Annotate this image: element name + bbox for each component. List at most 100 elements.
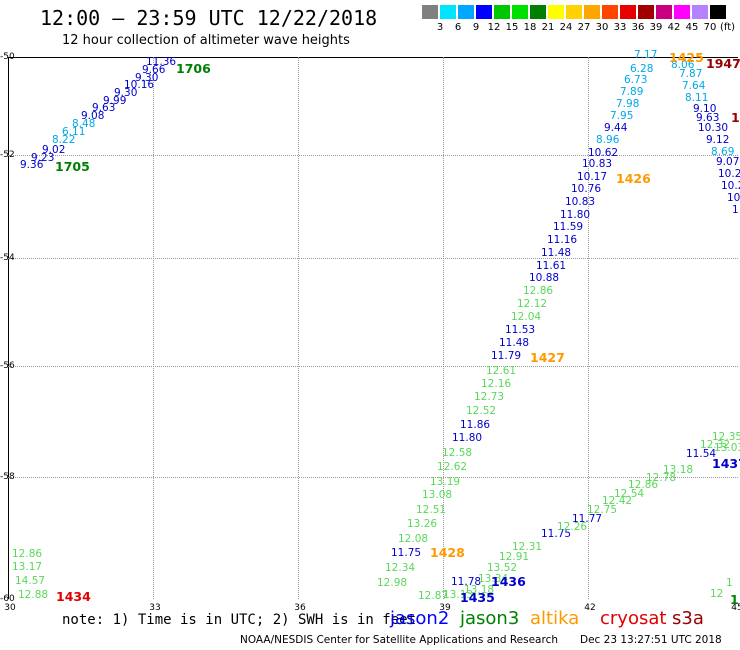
legend-tick-label: 9: [472, 22, 480, 33]
longitude-tick-label: 33: [149, 603, 161, 613]
observation-value: 12.98: [377, 577, 408, 589]
observation-value: 11.54: [686, 448, 717, 460]
observation-value: 8.06: [671, 59, 695, 71]
legend-swatch: [620, 5, 636, 19]
observation-value: 11.75: [391, 547, 422, 559]
observation-value: 1: [726, 577, 733, 589]
observation-value: 10.2: [721, 180, 740, 192]
observation-value: 13.34: [478, 573, 509, 585]
observation-value: 11.78: [451, 576, 482, 588]
legend-tick-label: 33: [613, 22, 627, 33]
observation-value: 11.75: [541, 528, 572, 540]
observation-value: 1: [732, 204, 739, 216]
legend-tick-label: 6: [454, 22, 462, 33]
legend-swatch: [530, 5, 546, 19]
legend-tick-label: 12: [487, 22, 501, 33]
pass-time-label: 1436: [491, 574, 526, 589]
pass-time-label: 1425: [669, 50, 704, 65]
parallel-gridline: [8, 258, 738, 259]
observation-value: 12: [710, 588, 724, 600]
latitude-tick-label: -56: [0, 361, 15, 371]
observation-value: 9.63: [696, 112, 720, 124]
footer-note: note: 1) Time is in UTC; 2) SWH is in fe…: [62, 612, 417, 628]
pass-time-label: 1: [730, 592, 739, 607]
latitude-tick-label: -60: [0, 594, 15, 604]
observation-value: 7.64: [682, 80, 706, 92]
observation-value: 12.31: [512, 541, 543, 553]
parallel-gridline: [8, 366, 738, 367]
legend-tick-label: 21: [541, 22, 555, 33]
pass-time-label: 1427: [530, 350, 565, 365]
observation-value: 12.86: [12, 548, 43, 560]
observation-value: 10.76: [571, 183, 602, 195]
latitude-tick-label: -52: [0, 150, 15, 160]
observation-value: 12.87: [418, 590, 449, 602]
legend-tick-label: 18: [523, 22, 537, 33]
legend-tick-label: 15: [505, 22, 519, 33]
legend-swatch: [674, 5, 690, 19]
observation-value: 12.58: [442, 447, 473, 459]
observation-value: 9.02: [42, 144, 66, 156]
observation-value: 11.86: [460, 419, 491, 431]
observation-value: 11.53: [505, 324, 536, 336]
footer-timestamp: Dec 23 13:27:51 UTC 2018: [580, 634, 722, 646]
pass-time-label: 1437: [712, 456, 740, 471]
legend-swatch: [584, 5, 600, 19]
satellite-legend-item: altika: [530, 608, 580, 629]
observation-value: 12.91: [499, 551, 530, 563]
observation-value: 12.12: [517, 298, 548, 310]
observation-value: 7.17: [634, 49, 658, 61]
observation-value: 10.83: [565, 196, 596, 208]
legend-swatch: [494, 5, 510, 19]
observation-value: 10.17: [577, 171, 608, 183]
observation-value: 11.48: [499, 337, 530, 349]
observation-value: 12.86: [523, 285, 554, 297]
page-subtitle: 12 hour collection of altimeter wave hei…: [62, 33, 350, 48]
observation-value: 9.36: [20, 159, 44, 171]
parallel-gridline: [8, 477, 738, 478]
observation-value: 12.86: [628, 479, 659, 491]
observation-value: 14.57: [15, 575, 46, 587]
observation-value: 9.07: [716, 156, 740, 168]
observation-value: 12.34: [385, 562, 416, 574]
observation-value: 9.99: [103, 95, 127, 107]
meridian-gridline: [443, 57, 444, 599]
observation-value: 8.48: [72, 118, 96, 130]
observation-value: 7.87: [679, 68, 703, 80]
observation-value: 10.88: [529, 272, 560, 284]
latitude-tick-label: -50: [0, 52, 15, 62]
legend-swatch: [638, 5, 654, 19]
observation-value: 13.18: [464, 584, 495, 596]
parallel-gridline: [8, 155, 738, 156]
observation-value: 10.2: [718, 168, 740, 180]
legend-swatch: [602, 5, 618, 19]
meridian-gridline: [153, 57, 154, 599]
observation-value: 12.16: [481, 378, 512, 390]
observation-value: 11.80: [560, 209, 591, 221]
longitude-tick-label: 36: [294, 603, 306, 613]
observation-value: 13.03: [714, 442, 740, 454]
observation-value: 13.26: [407, 518, 438, 530]
legend-swatch: [656, 5, 672, 19]
legend-tick-label: 3: [436, 22, 444, 33]
observation-value: 12.52: [466, 405, 497, 417]
observation-value: 9.44: [604, 122, 628, 134]
pass-time-label: 1706: [176, 61, 211, 76]
observation-value: 13.08: [422, 489, 453, 501]
legend-swatch: [710, 5, 726, 19]
observation-value: 9.30: [135, 72, 159, 84]
observation-value: 9.63: [92, 102, 116, 114]
legend-swatch: [566, 5, 582, 19]
observation-value: 8.11: [685, 92, 709, 104]
observation-value: 11.48: [541, 247, 572, 259]
observation-value: 9.30: [114, 87, 138, 99]
legend-swatch: [692, 5, 708, 19]
observation-value: 13.52: [487, 562, 518, 574]
observation-value: 13.17: [12, 561, 43, 573]
observation-value: 8.22: [52, 134, 76, 146]
observation-value: 12.73: [474, 391, 505, 403]
observation-value: 12.32: [700, 439, 731, 451]
observation-value: 12.04: [511, 311, 542, 323]
observation-value: 12.42: [602, 495, 633, 507]
observation-value: 11.61: [536, 260, 567, 272]
